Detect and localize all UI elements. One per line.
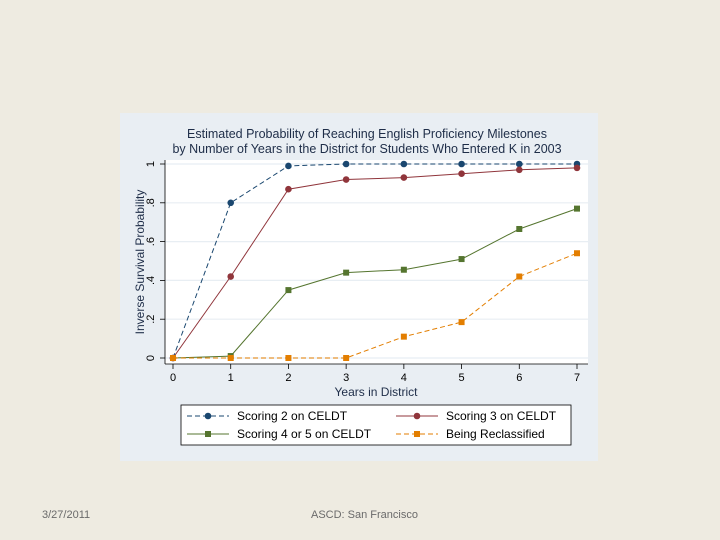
legend-box [180,404,572,446]
data-point [574,205,580,212]
y-tick-label: 0 [145,355,157,361]
footer-date: 3/27/2011 [42,509,91,521]
series-line [172,167,578,359]
y-tick-label: .6 [145,237,157,246]
legend-marker [205,431,211,437]
plot-area [165,160,588,364]
data-point [573,164,581,172]
series-line [173,252,578,359]
series-line [172,208,578,359]
footer-event: ASCD: San Francisco [311,509,418,521]
data-point [343,269,350,276]
y-tick-label: .4 [145,276,157,285]
x-tick-label: 5 [459,372,465,384]
x-tick-label: 3 [343,372,349,384]
y-tick-label: .8 [145,198,157,207]
data-point [227,355,234,361]
data-point [515,166,523,174]
x-tick-label: 4 [401,372,407,384]
data-point [343,355,350,361]
data-point [516,273,523,280]
data-point [574,250,580,257]
data-point [458,256,465,263]
data-point [400,160,408,168]
data-point [285,355,292,361]
data-point [285,185,292,193]
y-tick-label: 1 [145,161,157,167]
data-point [400,266,407,273]
y-tick-label: .2 [145,315,157,324]
data-point [515,160,523,168]
data-point [285,287,292,294]
x-axis-label: Years in District [335,385,419,399]
legend-label: Scoring 3 on CELDT [446,409,557,423]
data-point [227,273,235,280]
data-point [227,199,235,207]
legend-label: Being Reclassified [446,427,545,441]
x-tick-label: 7 [574,372,580,384]
chart-title: Estimated Probability of Reaching Englis… [187,127,547,141]
data-point [458,170,465,177]
y-axis-label: Inverse Survival Probability [133,190,147,335]
legend-marker [204,412,212,420]
chart: Estimated Probability of Reaching Englis… [133,127,588,446]
data-point [400,174,408,181]
data-point [516,225,523,232]
x-tick-label: 6 [516,372,522,384]
chart-panel: Estimated Probability of Reaching Englis… [120,113,598,461]
legend-marker [413,412,421,420]
legend-label: Scoring 2 on CELDT [237,409,348,423]
legend-marker [414,431,420,437]
data-point [458,160,465,168]
data-point [400,333,407,340]
data-point [342,160,350,168]
data-point [458,319,465,326]
data-point [285,162,292,170]
data-point [170,355,176,361]
legend-label: Scoring 4 or 5 on CELDT [237,427,372,441]
chart-subtitle: by Number of Years in the District for S… [172,142,561,156]
series-line [172,163,577,359]
x-tick-label: 2 [285,372,291,384]
x-tick-label: 0 [170,372,176,384]
data-point [342,176,350,183]
x-tick-label: 1 [228,372,234,384]
